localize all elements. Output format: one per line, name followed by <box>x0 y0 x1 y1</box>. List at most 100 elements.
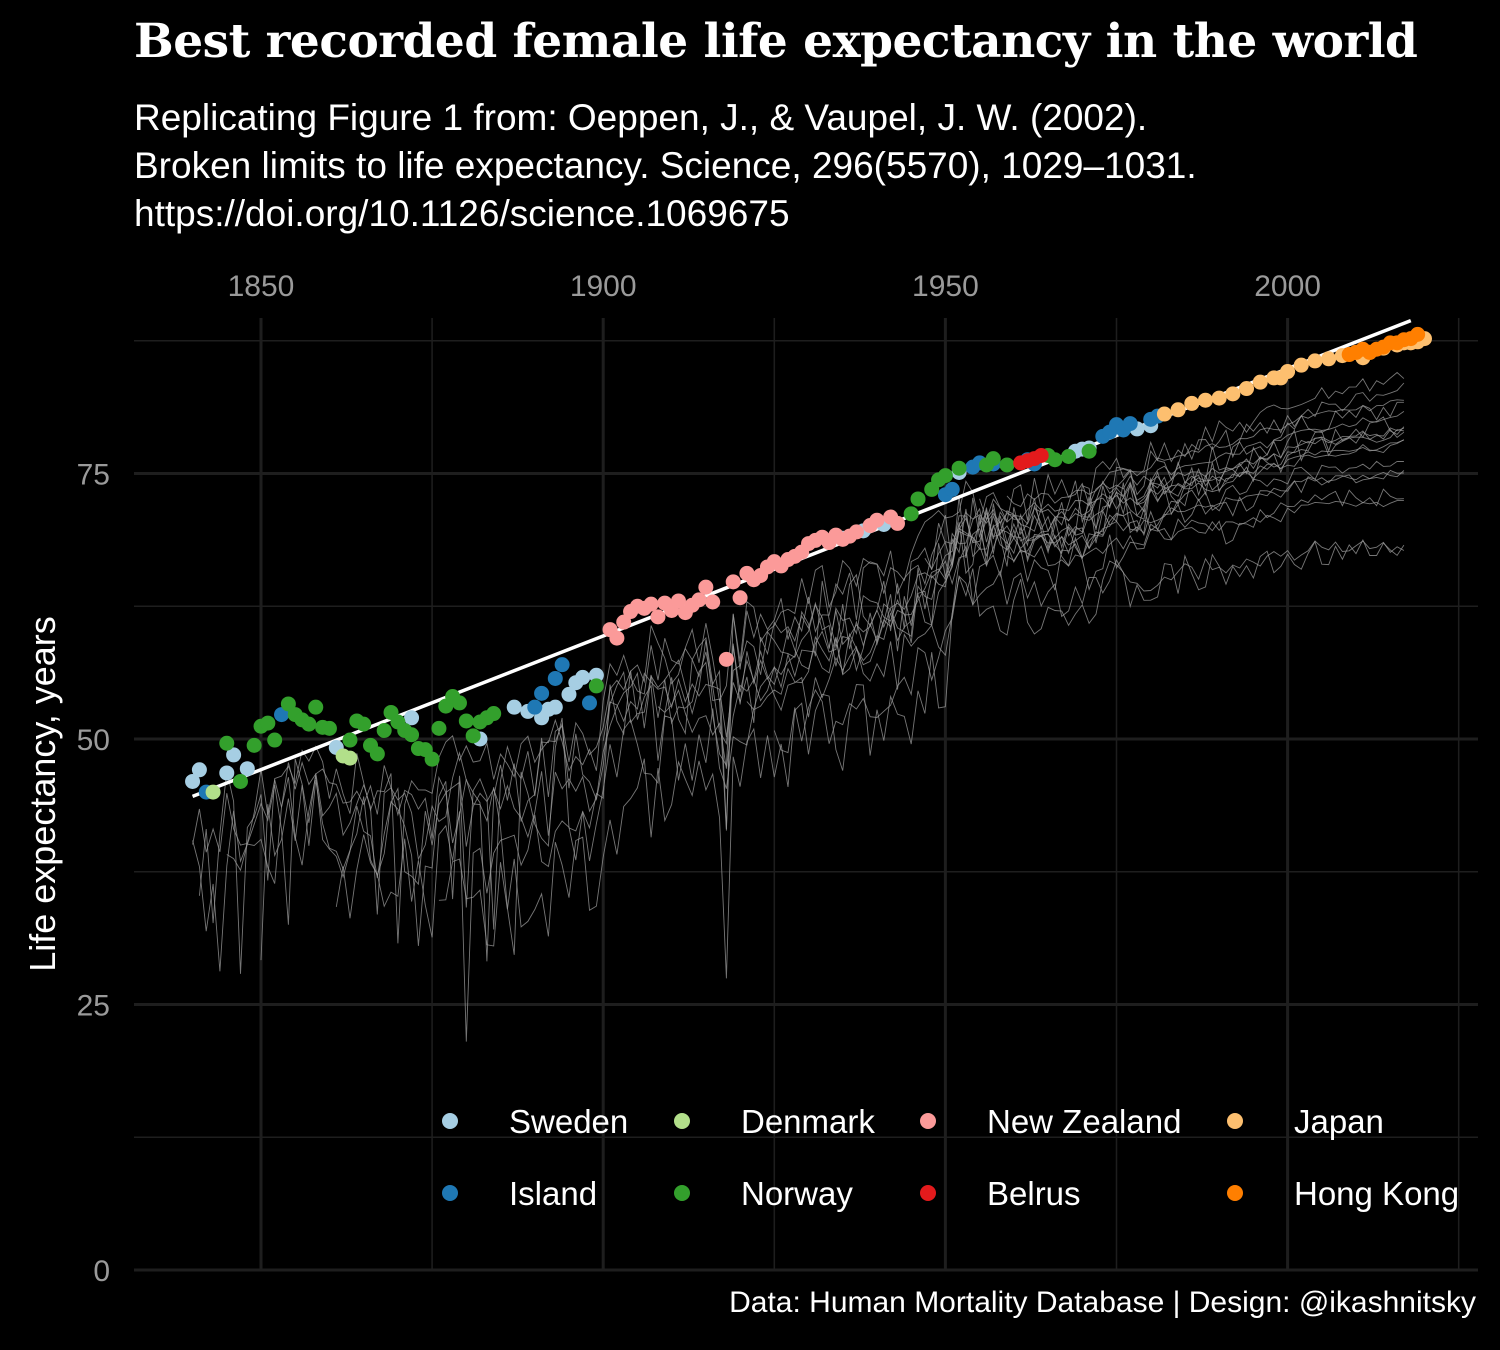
x-tick-label: 1950 <box>912 270 979 303</box>
data-point-norway <box>951 460 967 476</box>
data-point-norway <box>985 451 1001 467</box>
data-point-norway <box>588 678 604 694</box>
data-point-new-zealand <box>869 512 885 528</box>
y-tick-label: 75 <box>77 459 110 492</box>
legend-label: Island <box>509 1175 597 1212</box>
data-point-japan <box>1156 406 1172 422</box>
country-lines-layer <box>192 371 1405 1042</box>
data-point-sweden <box>547 699 563 715</box>
data-point-island <box>534 685 550 701</box>
data-point-sweden <box>185 773 201 789</box>
data-point-denmark <box>342 750 358 766</box>
legend-key <box>920 1113 936 1129</box>
data-point-new-zealand <box>643 596 659 612</box>
subtitle: Replicating Figure 1 from: Oeppen, J., &… <box>134 94 1474 238</box>
data-point-new-zealand <box>691 592 707 608</box>
country-line <box>335 488 1404 1042</box>
country-line <box>602 428 1405 746</box>
subtitle-line: https://doi.org/10.1126/science.1069675 <box>134 193 790 234</box>
data-point-new-zealand <box>616 614 632 630</box>
data-point-island <box>554 657 570 673</box>
data-point-japan <box>1321 351 1337 367</box>
data-point-japan <box>1184 395 1200 411</box>
data-point-japan <box>1197 392 1213 408</box>
data-point-sweden <box>239 761 255 777</box>
axis-layer: 1850 1900 1950 2000 0 25 50 75 Life expectancy, … <box>22 270 1321 1288</box>
data-point-sweden <box>226 747 242 763</box>
data-point-norway <box>280 696 296 712</box>
data-point-norway <box>999 457 1015 473</box>
data-point-norway <box>308 699 324 715</box>
country-line <box>773 540 1405 754</box>
country-line <box>924 427 1405 570</box>
data-point-belrus <box>1033 447 1049 463</box>
data-point-norway <box>267 732 283 748</box>
subtitle-line: Broken limits to life expectancy. Scienc… <box>134 145 1197 186</box>
data-point-new-zealand <box>718 651 734 667</box>
legend-key <box>674 1185 690 1201</box>
data-point-sweden <box>561 686 577 702</box>
country-line <box>1006 500 1404 567</box>
country-line <box>198 371 1405 974</box>
data-point-norway <box>903 506 919 522</box>
country-line <box>192 382 1405 930</box>
data-point-norway <box>369 746 385 762</box>
y-axis-label: Life expectancy, years <box>22 616 63 972</box>
legend-key <box>442 1185 458 1201</box>
data-point-new-zealand <box>670 593 686 609</box>
country-line <box>192 416 1405 972</box>
data-point-norway <box>404 727 420 743</box>
x-tick-label: 2000 <box>1254 270 1321 303</box>
data-point-norway <box>1047 452 1063 468</box>
legend-label: Japan <box>1294 1103 1384 1140</box>
y-tick-label: 25 <box>77 990 110 1023</box>
country-line <box>1082 439 1405 521</box>
country-line <box>438 538 1405 979</box>
legend-label: Norway <box>741 1175 853 1212</box>
x-tick-label: 1900 <box>570 270 637 303</box>
data-point-island <box>1122 416 1138 432</box>
subtitle-line: Replicating Figure 1 from: Oeppen, J., &… <box>134 97 1148 138</box>
data-point-norway <box>910 491 926 507</box>
data-point-new-zealand <box>609 630 625 646</box>
country-line <box>1006 399 1404 508</box>
data-point-japan <box>1225 386 1241 402</box>
country-line <box>226 401 1404 962</box>
legend-label: Sweden <box>509 1103 628 1140</box>
legend-label: New Zealand <box>987 1103 1181 1140</box>
data-point-norway <box>458 713 474 729</box>
data-point-new-zealand <box>705 594 721 610</box>
data-point-sweden <box>404 710 420 726</box>
data-point-new-zealand <box>698 579 714 595</box>
data-point-norway <box>246 737 262 753</box>
data-point-norway <box>1081 443 1097 459</box>
data-point-japan <box>1170 402 1186 418</box>
data-point-japan <box>1211 390 1227 406</box>
data-point-norway <box>301 716 317 732</box>
data-point-norway <box>431 720 447 736</box>
data-point-new-zealand <box>848 524 864 540</box>
data-point-sweden <box>191 762 207 778</box>
data-point-japan <box>1293 357 1309 373</box>
points-layer <box>185 326 1432 800</box>
page-title: Best recorded female life expectancy in … <box>134 14 1418 69</box>
legend-key <box>442 1113 458 1129</box>
country-line <box>979 411 1405 521</box>
country-line <box>657 460 1404 769</box>
data-point-japan <box>1239 381 1255 397</box>
legend-label: Denmark <box>741 1103 875 1140</box>
data-point-island <box>582 695 598 711</box>
x-tick-label: 1850 <box>228 270 295 303</box>
legend-key <box>1227 1113 1243 1129</box>
data-point-norway <box>356 716 372 732</box>
data-point-japan <box>1307 353 1323 369</box>
data-point-norway <box>260 715 276 731</box>
country-line <box>944 469 1404 583</box>
data-point-norway <box>486 706 502 722</box>
data-point-norway <box>232 773 248 789</box>
data-point-new-zealand <box>725 574 741 590</box>
country-line <box>828 439 1405 649</box>
data-point-norway <box>451 695 467 711</box>
data-point-norway <box>424 751 440 767</box>
